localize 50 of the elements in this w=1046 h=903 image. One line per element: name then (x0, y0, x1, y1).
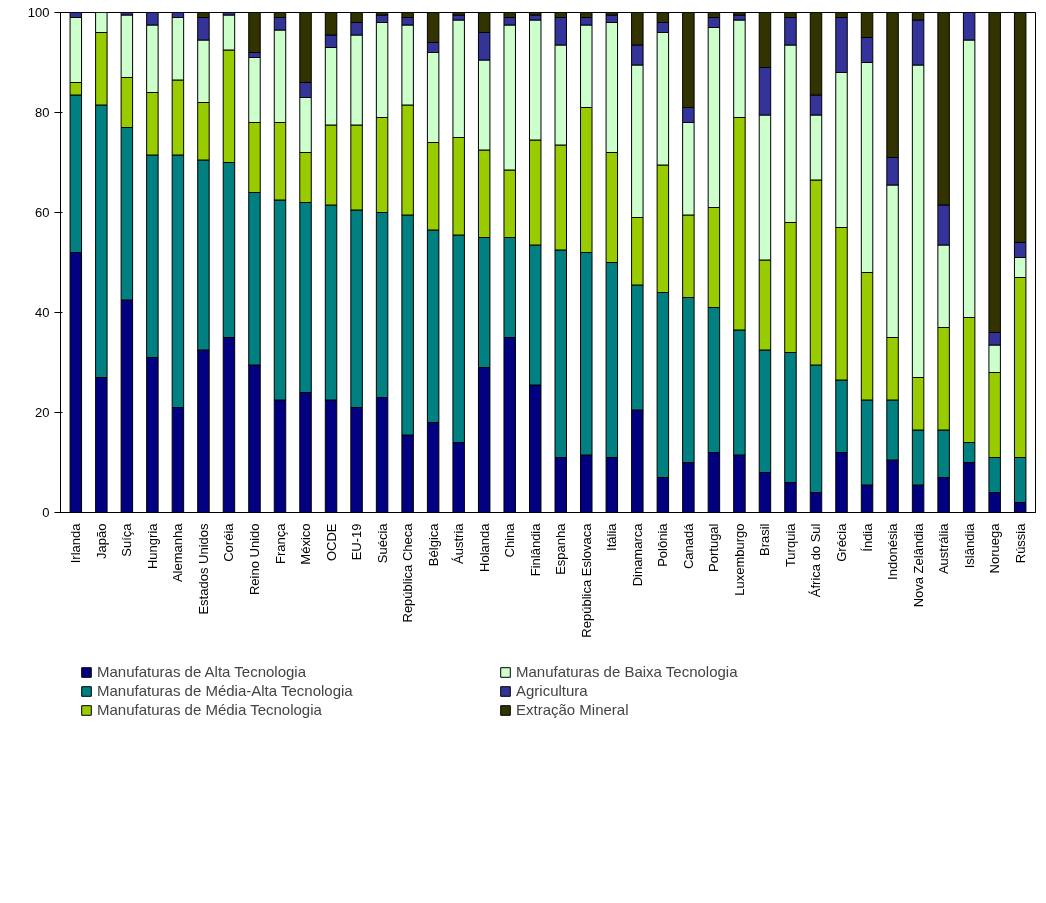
x-tick-label: Turquia (782, 522, 798, 568)
x-tick-label: Hungria (144, 522, 160, 570)
x-tick-label: Brasil (757, 523, 773, 557)
x-tick-label: Dinamarca (629, 522, 645, 587)
x-tick-label: Alemanha (170, 522, 186, 583)
legend-label: Extração Mineral (516, 701, 630, 718)
x-tick-label: EU-19 (349, 523, 365, 561)
x-tick-label: OCDE (323, 523, 339, 562)
x-tick-label: Grécia (834, 522, 850, 562)
y-tick-label: 40 (35, 305, 50, 320)
y-tick-label: 20 (35, 405, 50, 420)
legend-label: Manufaturas de Baixa Tecnologia (516, 663, 739, 680)
x-tick-label: República Checa (400, 522, 416, 623)
y-tick-label: 80 (35, 105, 50, 120)
x-tick-label: Irlanda (68, 522, 84, 564)
x-tick-label: Bélgica (425, 522, 441, 567)
legend-label: Manufaturas de Média Tecnologia (97, 701, 323, 718)
x-tick-label: Reino Unido (246, 523, 262, 596)
x-tick-label: França (272, 522, 288, 564)
x-tick-label: Áustria (451, 522, 467, 564)
y-tick-label: 60 (35, 205, 50, 220)
x-tick-label: Rússia (1012, 522, 1028, 564)
y-tick-label: 100 (27, 5, 50, 20)
legend-label: Manufaturas de Alta Tecnologia (97, 663, 308, 680)
x-tick-label: Indonésia (885, 522, 901, 580)
x-tick-label: Canadá (680, 522, 696, 570)
x-tick-label: Austrália (936, 522, 952, 575)
x-tick-label: Islândia (961, 522, 977, 569)
x-tick-label: República Eslovaca (578, 522, 594, 638)
legend-label: Manufaturas de Média-Alta Tecnologia (97, 682, 354, 699)
x-tick-label: Suécia (374, 522, 390, 564)
x-tick-label: Polônia (655, 522, 671, 567)
x-tick-label: Holanda (476, 522, 492, 572)
x-tick-label: China (502, 522, 518, 558)
x-tick-label: Luxemburgo (731, 523, 747, 596)
x-tick-label: Nova Zelândia (910, 522, 926, 608)
y-tick-label: 0 (42, 505, 50, 520)
x-tick-label: Índia (859, 522, 875, 552)
legend-label: Agricultura (516, 682, 589, 699)
x-tick-label: Noruega (987, 522, 1003, 574)
x-tick-label: Finlândia (527, 522, 543, 577)
x-tick-label: Japão (93, 523, 109, 559)
x-tick-label: Itália (604, 522, 620, 551)
x-tick-label: Portugal (706, 523, 722, 572)
x-tick-label: Suíça (119, 522, 135, 557)
x-tick-label: México (298, 523, 314, 565)
x-tick-label: Espanha (553, 522, 569, 575)
x-tick-label: Coréia (221, 522, 237, 562)
x-tick-label: África do Sul (808, 523, 824, 598)
x-tick-label: Estados Unidos (195, 523, 211, 615)
